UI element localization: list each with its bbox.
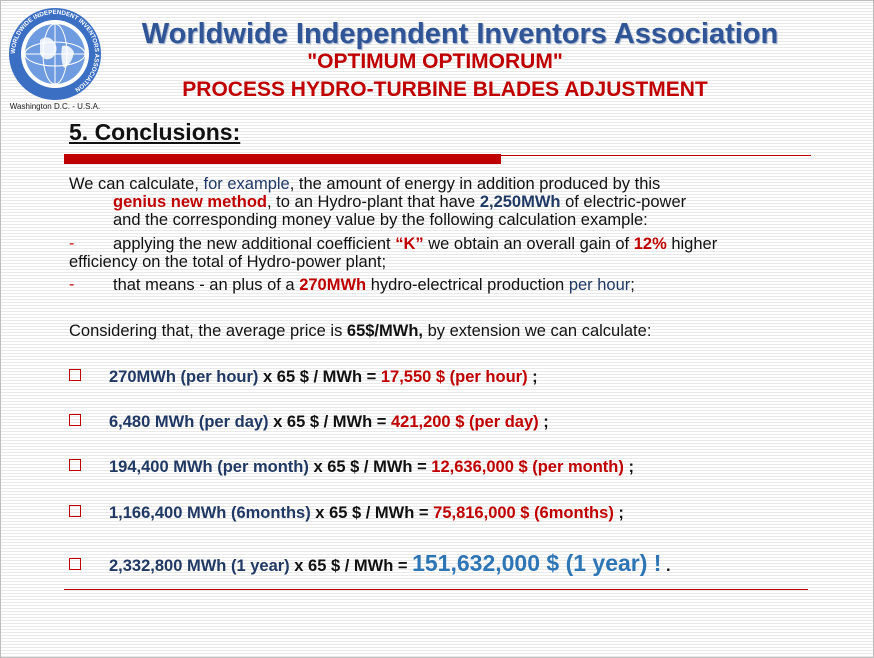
plant-capacity: 2,250MWh [479,193,561,211]
intro-line-1: We can calculate, for example, the amoun… [69,175,661,193]
calc-row-6months: 1,166,400 MWh (6months) x 65 $ / MWh = 7… [69,504,624,523]
per-hour-phrase: per hour [568,276,631,294]
checkbox-square-icon [69,369,81,381]
extra-production: 270MWh [299,276,367,294]
bottom-divider [64,589,808,590]
process-title: PROCESS HYDRO-TURBINE BLADES ADJUSTMENT [182,78,708,101]
calc-row-hour: 270MWh (per hour) x 65 $ / MWh = 17,550 … [69,368,538,387]
subtitle: "OPTIMUM OPTIMORUM" [307,50,563,73]
bullet-2: that means - an plus of a 270MWh hydro-e… [113,276,635,294]
yearly-total: 151,632,000 $ (1 year) ! [412,550,662,576]
heading-red-bar [64,154,501,164]
heading-divider [501,155,811,156]
example-phrase: for example [203,175,290,193]
gain-percent: 12% [633,235,667,253]
bullet-dash-1: - [69,235,75,252]
coefficient-k: “K” [395,235,424,253]
logo-caption: Washington D.C. - U.S.A. [9,102,101,111]
method-phrase: genius new method [113,193,268,211]
calc-row-year: 2,332,800 MWh (1 year) x 65 $ / MWh = 15… [69,550,671,577]
calc-row-day: 6,480 MWh (per day) x 65 $ / MWh = 421,2… [69,413,549,432]
association-logo: WORLDWIDE INDEPENDENT INVENTORS ASSOCIAT… [4,6,106,114]
bullet-dash-2: - [69,276,75,293]
intro-line-3: and the corresponding money value by the… [113,211,648,229]
calc-row-month: 194,400 MWh (per month) x 65 $ / MWh = 1… [69,458,634,477]
average-price: 65$/MWh, [346,322,424,340]
bullet-1: applying the new additional coefficient … [69,235,718,271]
checkbox-square-icon [69,459,81,471]
checkbox-square-icon [69,505,81,517]
globe-icon: WORLDWIDE INDEPENDENT INVENTORS ASSOCIAT… [9,8,101,100]
page-title: Worldwide Independent Inventors Associat… [141,18,779,50]
checkbox-square-icon [69,414,81,426]
considering-paragraph: Considering that, the average price is 6… [69,322,652,340]
intro-line-2: genius new method, to an Hydro-plant tha… [113,193,687,211]
intro-paragraph: We can calculate, for example, the amoun… [69,175,686,229]
section-heading: 5. Conclusions: [69,119,241,145]
checkbox-square-icon [69,558,81,570]
